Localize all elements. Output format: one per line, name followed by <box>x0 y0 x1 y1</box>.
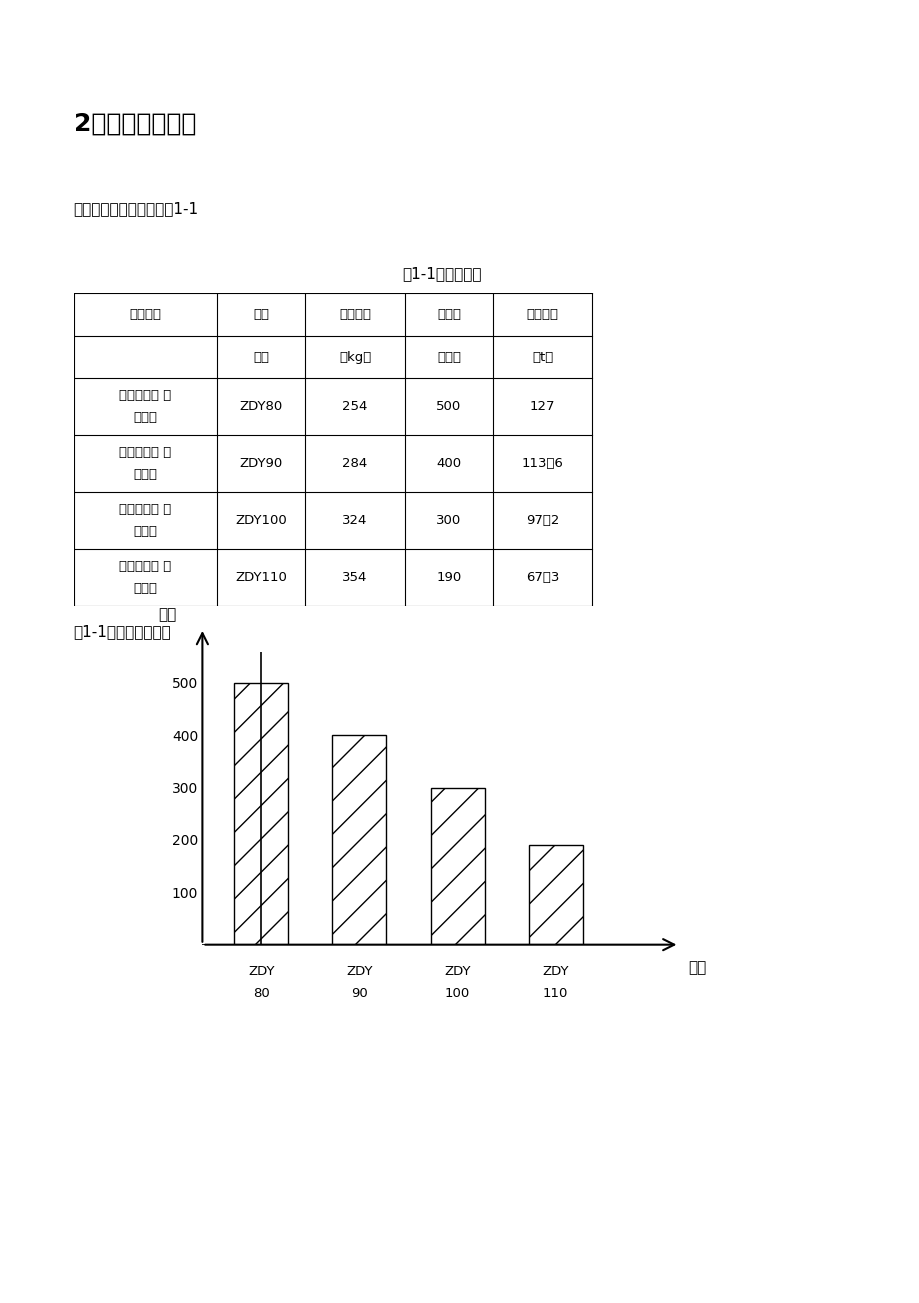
Text: 110: 110 <box>542 986 568 999</box>
Text: 表1-1产品产量直方图: 表1-1产品产量直方图 <box>74 624 171 640</box>
Text: ZDY80: ZDY80 <box>239 400 283 413</box>
Text: 单级圆柱齿 轮: 单级圆柱齿 轮 <box>119 560 171 573</box>
Text: 减速器: 减速器 <box>133 468 157 481</box>
Text: 67．3: 67．3 <box>526 571 559 584</box>
Text: 97．2: 97．2 <box>526 515 559 528</box>
Text: 规格: 规格 <box>253 351 269 364</box>
Text: ZDY100: ZDY100 <box>235 515 287 528</box>
Text: ZDY: ZDY <box>542 964 568 977</box>
Text: 年产重量: 年产重量 <box>527 308 558 321</box>
Text: 127: 127 <box>529 400 555 413</box>
Text: 型号: 型号 <box>253 308 269 321</box>
Text: 产量: 产量 <box>158 607 176 623</box>
Text: 190: 190 <box>436 571 461 584</box>
Text: （kg）: （kg） <box>338 351 371 364</box>
Text: 113．6: 113．6 <box>521 457 563 470</box>
Text: 表1-1产品目录表: 表1-1产品目录表 <box>402 266 481 281</box>
Text: 354: 354 <box>342 571 368 584</box>
Text: 100: 100 <box>445 986 470 999</box>
Text: 2．产品产量调研: 2．产品产量调研 <box>74 112 196 136</box>
Bar <box>234 683 288 945</box>
Text: 朝阳减速机厂产品目录表1-1: 朝阳减速机厂产品目录表1-1 <box>74 201 199 216</box>
Text: 产品名称: 产品名称 <box>130 308 161 321</box>
Text: ZDY110: ZDY110 <box>235 571 287 584</box>
Text: 300: 300 <box>436 515 461 528</box>
Text: 减速器: 减速器 <box>133 525 157 538</box>
Text: （t）: （t） <box>531 351 553 364</box>
Text: ZDY90: ZDY90 <box>239 457 283 470</box>
Text: 90: 90 <box>351 986 368 999</box>
Text: 500: 500 <box>436 400 461 413</box>
Text: 284: 284 <box>342 457 368 470</box>
Text: 减速器: 减速器 <box>133 412 157 425</box>
Text: 324: 324 <box>342 515 368 528</box>
Text: （件）: （件） <box>437 351 460 364</box>
Text: 年产量: 年产量 <box>437 308 460 321</box>
Text: 单级圆柱齿 轮: 单级圆柱齿 轮 <box>119 447 171 459</box>
Text: 产品: 产品 <box>687 960 706 976</box>
Text: 减速器: 减速器 <box>133 582 157 595</box>
Text: 400: 400 <box>436 457 461 470</box>
Text: ZDY: ZDY <box>248 964 274 977</box>
Text: 80: 80 <box>253 986 269 999</box>
Bar <box>430 787 484 945</box>
Bar <box>528 846 582 945</box>
Text: 单级圆柱齿 轮: 单级圆柱齿 轮 <box>119 390 171 403</box>
Text: ZDY: ZDY <box>346 964 372 977</box>
Text: 254: 254 <box>342 400 368 413</box>
Bar <box>332 735 386 945</box>
Text: 单级圆柱齿 轮: 单级圆柱齿 轮 <box>119 503 171 516</box>
Text: 每台重量: 每台重量 <box>339 308 370 321</box>
Text: ZDY: ZDY <box>444 964 471 977</box>
